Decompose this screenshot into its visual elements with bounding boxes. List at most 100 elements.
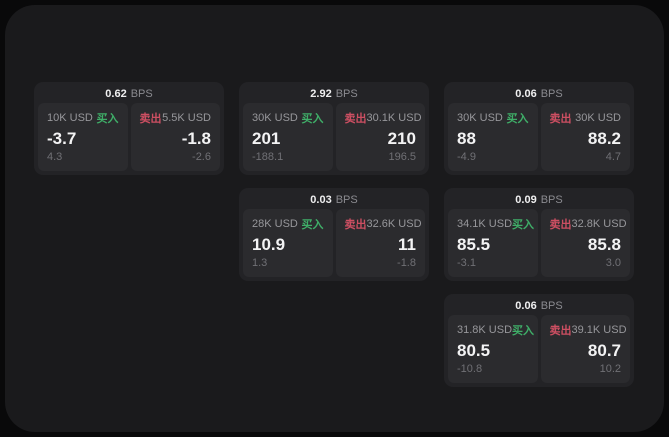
sell-cell-header: 卖出 30K USD xyxy=(550,110,622,126)
bps-value: 0.06 xyxy=(515,88,537,100)
bps-unit-label: BPS xyxy=(540,194,563,206)
sell-action-label: 卖出 xyxy=(344,219,367,231)
buy-change-value: -10.8 xyxy=(457,363,483,375)
sell-quote-button[interactable]: 卖出 5.5K USD -1.8 -2.6 xyxy=(130,103,220,171)
sell-price-value: 210 xyxy=(387,129,416,148)
buy-quote-button[interactable]: 31.8K USD 买入 80.5 -10.8 xyxy=(448,315,538,383)
buy-notional-label: 10K USD xyxy=(47,112,93,124)
sell-cell-header: 卖出 30.1K USD xyxy=(344,110,422,126)
buy-quote-button[interactable]: 34.1K USD 买入 85.5 -3.1 xyxy=(448,209,538,277)
bps-value: 0.03 xyxy=(310,194,332,206)
buy-notional-label: 30K USD xyxy=(252,112,298,124)
buy-action-label: 买入 xyxy=(506,113,529,125)
sell-notional-label: 30.1K USD xyxy=(366,112,422,124)
sell-change-value: -1.8 xyxy=(397,257,416,269)
sell-cell-header: 卖出 5.5K USD xyxy=(140,110,212,126)
buy-cell-header: 10K USD 买入 xyxy=(47,110,119,126)
quote-cells: 10K USD 买入 -3.7 4.3 卖出 5.5K USD -1.8 -2.… xyxy=(38,103,220,171)
buy-cell-header: 30K USD 买入 xyxy=(252,110,324,126)
bps-unit-label: BPS xyxy=(130,88,153,100)
sell-cell-header: 卖出 39.1K USD xyxy=(549,322,627,338)
quote-card: 0.09 BPS 34.1K USD 买入 85.5 -3.1 卖出 32.8K… xyxy=(444,188,634,281)
buy-quote-button[interactable]: 30K USD 买入 88 -4.9 xyxy=(448,103,538,171)
sell-change-value: 4.7 xyxy=(605,151,621,163)
sell-notional-label: 39.1K USD xyxy=(571,324,627,336)
buy-change-value: 1.3 xyxy=(252,257,268,269)
quote-card: 0.03 BPS 28K USD 买入 10.9 1.3 卖出 32.6K US… xyxy=(239,188,429,281)
sell-quote-button[interactable]: 卖出 32.8K USD 85.8 3.0 xyxy=(540,209,630,277)
sell-change-value: 3.0 xyxy=(605,257,621,269)
buy-action-label: 买入 xyxy=(301,219,324,231)
buy-change-value: -3.1 xyxy=(457,257,476,269)
sell-action-label: 卖出 xyxy=(344,113,367,125)
card-header: 0.06 BPS xyxy=(448,86,630,103)
sell-notional-label: 32.8K USD xyxy=(571,218,627,230)
sell-cell-header: 卖出 32.6K USD xyxy=(344,216,422,232)
buy-price-value: 80.5 xyxy=(457,341,491,360)
buy-cell-header: 31.8K USD 买入 xyxy=(457,322,534,338)
buy-price-value: 88 xyxy=(457,129,476,148)
buy-change-value: 4.3 xyxy=(47,151,63,163)
card-header: 0.62 BPS xyxy=(38,86,220,103)
quote-card: 0.62 BPS 10K USD 买入 -3.7 4.3 卖出 5.5K USD… xyxy=(34,82,224,175)
sell-change-value: 10.2 xyxy=(599,363,621,375)
bps-unit-label: BPS xyxy=(335,88,358,100)
buy-notional-label: 28K USD xyxy=(252,218,298,230)
sell-action-label: 卖出 xyxy=(139,113,162,125)
sell-change-value: -2.6 xyxy=(192,151,211,163)
card-header: 0.03 BPS xyxy=(243,192,425,209)
buy-change-value: -188.1 xyxy=(252,151,284,163)
buy-cell-header: 30K USD 买入 xyxy=(457,110,529,126)
card-header: 0.06 BPS xyxy=(448,298,630,315)
buy-quote-button[interactable]: 10K USD 买入 -3.7 4.3 xyxy=(38,103,128,171)
quote-cells: 31.8K USD 买入 80.5 -10.8 卖出 39.1K USD 80.… xyxy=(448,315,630,383)
sell-notional-label: 5.5K USD xyxy=(162,112,211,124)
buy-action-label: 买入 xyxy=(512,219,535,231)
buy-action-label: 买入 xyxy=(96,113,119,125)
buy-change-value: -4.9 xyxy=(457,151,476,163)
quote-card: 0.06 BPS 30K USD 买入 88 -4.9 卖出 30K USD 8… xyxy=(444,82,634,175)
buy-action-label: 买入 xyxy=(301,113,324,125)
bps-value: 0.06 xyxy=(515,300,537,312)
sell-price-value: -1.8 xyxy=(181,129,211,148)
buy-notional-label: 34.1K USD xyxy=(457,218,513,230)
bps-unit-label: BPS xyxy=(540,88,563,100)
sell-quote-button[interactable]: 卖出 32.6K USD 11 -1.8 xyxy=(335,209,425,277)
sell-notional-label: 30K USD xyxy=(575,112,621,124)
buy-cell-header: 28K USD 买入 xyxy=(252,216,324,232)
card-header: 0.09 BPS xyxy=(448,192,630,209)
sell-price-value: 80.7 xyxy=(587,341,621,360)
buy-notional-label: 31.8K USD xyxy=(457,324,513,336)
quote-cells: 30K USD 买入 88 -4.9 卖出 30K USD 88.2 4.7 xyxy=(448,103,630,171)
sell-action-label: 卖出 xyxy=(549,219,572,231)
bps-unit-label: BPS xyxy=(335,194,358,206)
quotes-grid: 0.62 BPS 10K USD 买入 -3.7 4.3 卖出 5.5K USD… xyxy=(34,82,634,387)
sell-quote-button[interactable]: 卖出 30K USD 88.2 4.7 xyxy=(540,103,630,171)
buy-quote-button[interactable]: 30K USD 买入 201 -188.1 xyxy=(243,103,333,171)
buy-quote-button[interactable]: 28K USD 买入 10.9 1.3 xyxy=(243,209,333,277)
quote-cells: 28K USD 买入 10.9 1.3 卖出 32.6K USD 11 -1.8 xyxy=(243,209,425,277)
buy-action-label: 买入 xyxy=(512,325,535,337)
sell-action-label: 卖出 xyxy=(549,113,572,125)
buy-price-value: 201 xyxy=(252,129,281,148)
bps-value: 0.09 xyxy=(515,194,537,206)
sell-price-value: 85.8 xyxy=(587,235,621,254)
buy-notional-label: 30K USD xyxy=(457,112,503,124)
card-header: 2.92 BPS xyxy=(243,86,425,103)
sell-price-value: 88.2 xyxy=(587,129,621,148)
buy-price-value: 10.9 xyxy=(252,235,286,254)
bps-value: 2.92 xyxy=(310,88,332,100)
main-panel: 0.62 BPS 10K USD 买入 -3.7 4.3 卖出 5.5K USD… xyxy=(5,5,664,432)
sell-change-value: 196.5 xyxy=(388,151,416,163)
sell-notional-label: 32.6K USD xyxy=(366,218,422,230)
buy-cell-header: 34.1K USD 买入 xyxy=(457,216,534,232)
sell-quote-button[interactable]: 卖出 30.1K USD 210 196.5 xyxy=(335,103,425,171)
sell-action-label: 卖出 xyxy=(549,325,572,337)
buy-price-value: -3.7 xyxy=(47,129,77,148)
quote-card: 2.92 BPS 30K USD 买入 201 -188.1 卖出 30.1K … xyxy=(239,82,429,175)
sell-cell-header: 卖出 32.8K USD xyxy=(549,216,627,232)
sell-quote-button[interactable]: 卖出 39.1K USD 80.7 10.2 xyxy=(540,315,630,383)
bps-unit-label: BPS xyxy=(540,300,563,312)
bps-value: 0.62 xyxy=(105,88,127,100)
quote-card: 0.06 BPS 31.8K USD 买入 80.5 -10.8 卖出 39.1… xyxy=(444,294,634,387)
